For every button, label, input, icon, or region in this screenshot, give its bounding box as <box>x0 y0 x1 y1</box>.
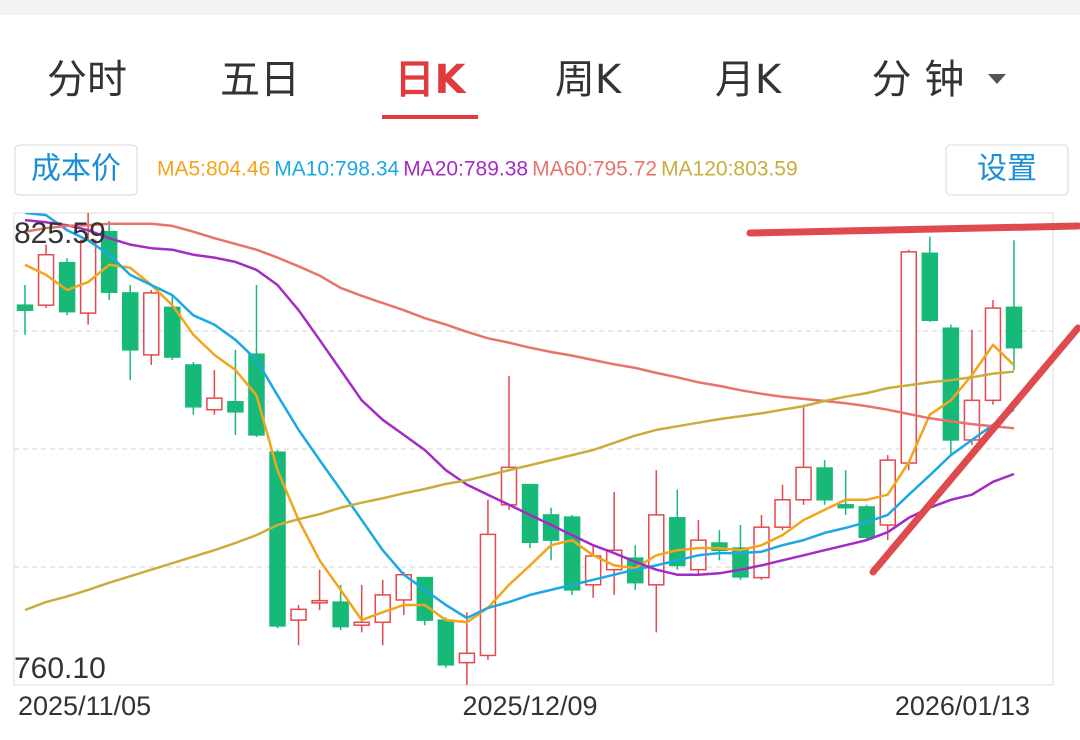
ma-line <box>24 218 1015 576</box>
ma-legend: MA5:804.46 MA10:798.34 MA20:789.38 MA60:795… <box>157 158 798 181</box>
candle-body <box>206 397 223 411</box>
status-strip <box>0 0 1080 15</box>
legend-entry: MA5:804.46 <box>157 158 270 181</box>
candle-body <box>479 533 497 657</box>
ma-line <box>24 370 1015 612</box>
candle-body <box>143 292 160 356</box>
tab[interactable]: 月K <box>715 57 783 103</box>
candle-body <box>353 621 370 626</box>
candle-body <box>374 594 391 624</box>
settings-button-label[interactable]: 设置 <box>977 152 1037 187</box>
x-tick-label: 2025/12/09 <box>462 691 597 721</box>
legend-entry: MA20:789.38 <box>403 158 528 181</box>
legend-entry: MA120:803.59 <box>661 158 798 181</box>
candle-body <box>837 504 854 509</box>
x-tick-label: 2026/01/13 <box>895 691 1030 721</box>
candle-body <box>227 401 244 413</box>
candle-body <box>648 514 665 586</box>
candle-body <box>774 499 791 528</box>
candle-body <box>795 466 812 501</box>
dropdown-arrow[interactable] <box>988 74 1006 84</box>
user-annotations <box>746 222 1080 576</box>
tab[interactable]: 分 钟 <box>872 57 965 103</box>
x-tick-label: 2025/11/05 <box>18 691 151 721</box>
y-tick-label: 760.10 <box>14 652 106 685</box>
annotation-line <box>869 324 1080 576</box>
candle-body <box>416 576 434 621</box>
candle-body <box>563 516 581 591</box>
tab[interactable]: 周K <box>555 57 623 103</box>
tab[interactable]: 日K <box>395 57 468 103</box>
candle-body <box>669 517 686 567</box>
ma-line <box>24 263 1015 624</box>
candle-body <box>164 306 181 358</box>
legend-entry: MA60:795.72 <box>532 158 657 181</box>
candle-body <box>121 292 139 351</box>
annotation-line <box>746 222 1080 237</box>
candle-body <box>711 542 728 551</box>
candle-body <box>437 619 455 666</box>
candle-body <box>942 327 960 441</box>
candle-body <box>332 601 349 628</box>
candle-body <box>816 467 833 501</box>
candle-body <box>16 304 34 311</box>
ma-line <box>24 222 1015 430</box>
candle-body <box>269 451 286 627</box>
ma-line <box>24 213 1015 620</box>
tab[interactable]: 五日 <box>220 57 300 103</box>
candle-body <box>458 652 476 664</box>
cost-button-label[interactable]: 成本价 <box>31 152 121 187</box>
candle-body <box>963 399 981 441</box>
axes: 825.59 760.10 2025/11/05 2025/12/09 2026/01/… <box>14 217 1030 721</box>
candle-body <box>1005 306 1023 349</box>
settings-button[interactable] <box>945 144 1069 196</box>
y-tick-label: 825.59 <box>14 217 106 250</box>
candle-body <box>185 364 202 408</box>
legend-entry: MA10:798.34 <box>274 158 399 181</box>
cost-button[interactable] <box>14 144 138 196</box>
tab-bar: 分时 五日 日K 周K 月K 分 钟 <box>47 57 964 119</box>
candle-body <box>900 251 918 464</box>
candle-body <box>500 466 518 506</box>
tab[interactable]: 分时 <box>47 57 127 103</box>
candle-body <box>311 599 328 604</box>
candle-body <box>921 252 939 322</box>
candle-body <box>290 608 307 621</box>
candle-body <box>521 483 539 544</box>
active-tab-underline <box>382 115 478 119</box>
plot <box>14 213 1053 685</box>
